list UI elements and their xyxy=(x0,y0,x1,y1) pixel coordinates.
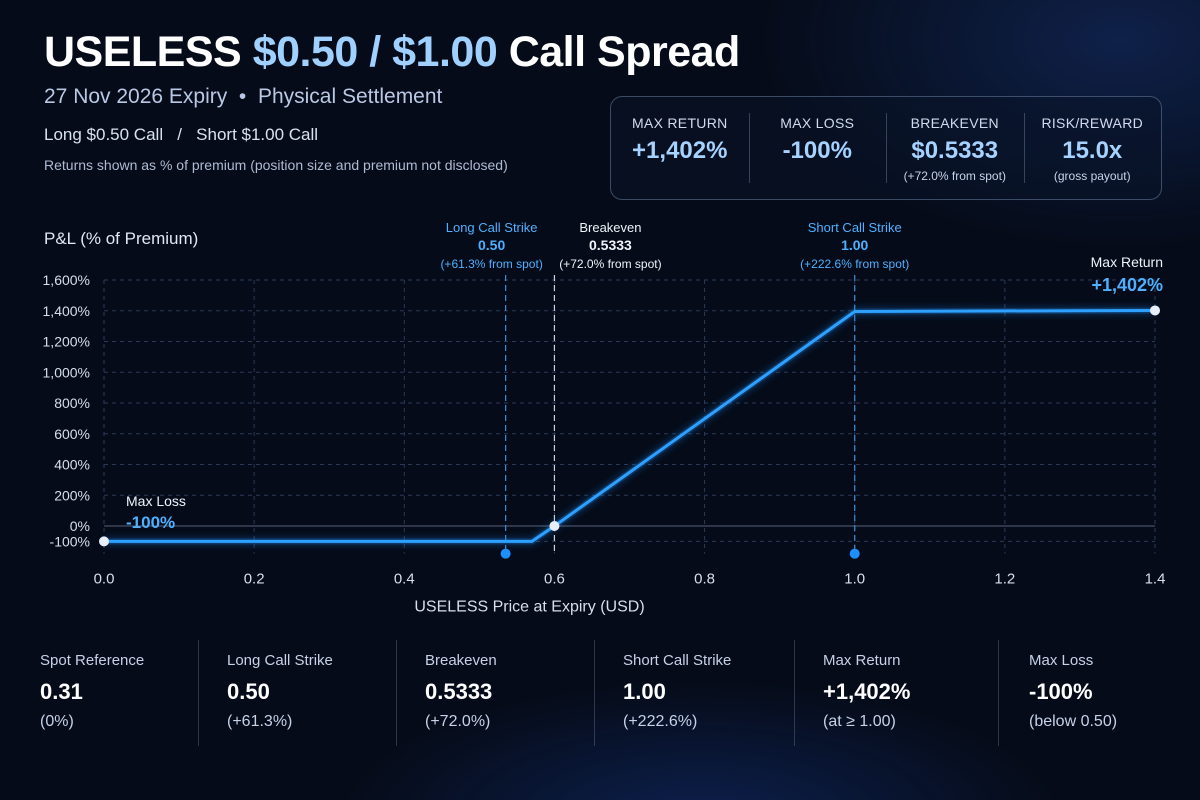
y-axis-title: P&L (% of Premium) xyxy=(44,229,198,248)
x-tick-label: 0.8 xyxy=(694,571,715,588)
footer-max-loss: Max Loss -100% (below 0.50) xyxy=(998,640,1200,746)
stat-breakeven: BREAKEVEN $0.5333 (+72.0% from spot) xyxy=(886,97,1024,199)
x-tick-label: 0.6 xyxy=(544,571,565,588)
footer-value: 1.00 xyxy=(623,679,666,704)
returns-note: Returns shown as % of premium (position … xyxy=(44,157,508,173)
short-strike-sub: (+222.6% from spot) xyxy=(800,257,909,271)
x-tick-label: 1.2 xyxy=(994,571,1015,588)
long-strike-sub: (+61.3% from spot) xyxy=(440,257,542,271)
footer-label: Short Call Strike xyxy=(623,652,732,669)
footer-sub: (below 0.50) xyxy=(1029,713,1118,730)
breakeven-point xyxy=(549,521,560,531)
footer-value: 0.50 xyxy=(227,679,270,704)
title-accent: $0.50 / $1.00 xyxy=(252,28,498,76)
stat-value: 15.0x xyxy=(1062,137,1123,164)
footer-short-call-strike: Short Call Strike 1.00 (+222.6%) xyxy=(594,640,795,746)
footer-label: Breakeven xyxy=(425,652,497,669)
footer-sub: (+61.3%) xyxy=(227,713,293,730)
long-strike-title: Long Call Strike xyxy=(446,220,538,235)
stat-sub: (+72.0% from spot) xyxy=(903,169,1006,183)
footer-spot-reference: Spot Reference 0.31 (0%) xyxy=(0,640,198,746)
payoff-line xyxy=(104,308,1156,543)
stat-value: +1,402% xyxy=(632,137,728,164)
x-tick-label: 0.0 xyxy=(94,571,115,588)
stat-value: -100% xyxy=(782,137,852,164)
page-subtitle: 27 Nov 2026 Expiry • Physical Settlement xyxy=(44,85,443,108)
short-strike-title: Short Call Strike xyxy=(808,220,902,235)
footer-sub: (+222.6%) xyxy=(623,713,698,730)
title-prefix: USELESS xyxy=(44,28,242,76)
payoff-chart: 1,600% 1,400% 1,200% 1,000% 800% 600% 400% 200%… xyxy=(43,220,1166,616)
y-tick-label: 600% xyxy=(54,426,90,442)
max-loss-value: -100% xyxy=(126,513,175,532)
x-tick-label: 1.0 xyxy=(844,571,865,588)
y-tick-label: 1,400% xyxy=(43,303,90,319)
stat-max-loss: MAX LOSS -100% xyxy=(748,97,887,199)
max-return-point xyxy=(1150,305,1160,316)
stat-max-return: MAX RETURN +1,402% xyxy=(611,97,749,199)
stat-label: BREAKEVEN xyxy=(910,115,999,131)
footer-sub: (0%) xyxy=(40,713,74,730)
summary-footer: Spot Reference 0.31 (0%) Long Call Strik… xyxy=(0,640,1200,750)
footer-label: Max Loss xyxy=(1029,652,1094,669)
footer-value: -100% xyxy=(1029,679,1093,704)
short-strike-value: 1.00 xyxy=(841,237,868,253)
breakeven-title: Breakeven xyxy=(579,220,641,235)
footer-value: 0.5333 xyxy=(425,679,493,704)
short-strike-marker xyxy=(849,548,860,559)
y-tick-label: 1,000% xyxy=(43,364,90,380)
x-tick-label: 0.2 xyxy=(244,571,265,588)
footer-max-return: Max Return +1,402% (at ≥ 1.00) xyxy=(794,640,999,746)
y-tick-label: 200% xyxy=(54,487,90,503)
page-title: USELESS $0.50 / $1.00 Call Spread xyxy=(44,28,740,77)
y-tick-label: 1,600% xyxy=(43,272,90,288)
spread-legs: Long $0.50 Call / Short $1.00 Call xyxy=(44,125,319,144)
y-tick-label: 1,200% xyxy=(43,334,90,350)
stat-sub: (gross payout) xyxy=(1053,169,1131,183)
stat-label: MAX RETURN xyxy=(631,115,728,131)
footer-label: Long Call Strike xyxy=(227,652,333,669)
footer-value: +1,402% xyxy=(823,679,911,704)
max-return-value: +1,402% xyxy=(1091,275,1163,295)
y-tick-label: 0% xyxy=(70,518,90,534)
footer-long-call-strike: Long Call Strike 0.50 (+61.3%) xyxy=(198,640,397,746)
footer-breakeven: Breakeven 0.5333 (+72.0%) xyxy=(396,640,595,746)
x-tick-label: 0.4 xyxy=(394,571,415,588)
x-tick-label: 1.4 xyxy=(1145,571,1166,588)
summary-stats-panel: MAX RETURN +1,402% MAX LOSS -100% BREAKE… xyxy=(610,96,1162,200)
x-axis-title: USELESS Price at Expiry (USD) xyxy=(414,599,644,616)
max-loss-title: Max Loss xyxy=(126,493,186,509)
y-tick-label: -100% xyxy=(50,533,90,549)
y-tick-label: 800% xyxy=(54,395,90,411)
payoff-line-glow xyxy=(104,307,1156,545)
title-suffix: Call Spread xyxy=(508,28,741,76)
breakeven-sub: (+72.0% from spot) xyxy=(559,257,661,271)
stat-value: $0.5333 xyxy=(911,137,999,164)
footer-label: Spot Reference xyxy=(40,652,145,669)
y-tick-label: 400% xyxy=(54,457,90,473)
long-strike-value: 0.50 xyxy=(478,237,505,253)
max-loss-point xyxy=(99,536,109,547)
stat-label: MAX LOSS xyxy=(780,115,855,131)
footer-sub: (+72.0%) xyxy=(425,713,491,730)
breakeven-value: 0.5333 xyxy=(589,237,632,253)
stat-label: RISK/REWARD xyxy=(1041,115,1144,131)
long-strike-marker xyxy=(500,548,511,559)
footer-label: Max Return xyxy=(823,652,901,669)
max-return-title: Max Return xyxy=(1091,254,1163,270)
stat-risk-reward: RISK/REWARD 15.0x (gross payout) xyxy=(1023,97,1162,199)
footer-sub: (at ≥ 1.00) xyxy=(823,713,896,730)
footer-value: 0.31 xyxy=(40,679,83,704)
